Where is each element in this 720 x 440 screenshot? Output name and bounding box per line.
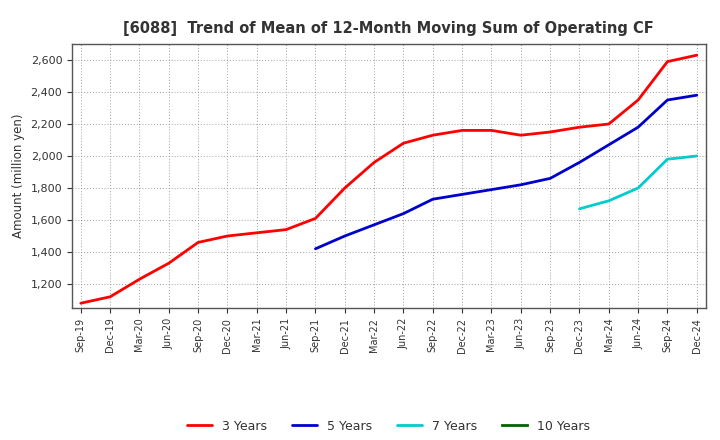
3 Years xyxy=(135,277,144,282)
3 Years xyxy=(341,185,349,191)
3 Years xyxy=(194,240,202,245)
3 Years xyxy=(634,97,642,103)
3 Years xyxy=(106,294,114,300)
5 Years xyxy=(311,246,320,251)
7 Years xyxy=(663,157,672,162)
5 Years xyxy=(605,142,613,147)
3 Years xyxy=(282,227,290,232)
5 Years xyxy=(399,211,408,216)
3 Years xyxy=(76,301,85,306)
3 Years xyxy=(693,52,701,58)
3 Years xyxy=(516,132,525,138)
3 Years xyxy=(253,230,261,235)
3 Years xyxy=(487,128,496,133)
7 Years xyxy=(575,206,584,212)
5 Years xyxy=(428,197,437,202)
Line: 7 Years: 7 Years xyxy=(580,156,697,209)
3 Years xyxy=(663,59,672,64)
Line: 3 Years: 3 Years xyxy=(81,55,697,303)
7 Years xyxy=(605,198,613,203)
3 Years xyxy=(370,160,379,165)
5 Years xyxy=(634,125,642,130)
3 Years xyxy=(546,129,554,135)
3 Years xyxy=(428,132,437,138)
3 Years xyxy=(575,125,584,130)
Legend: 3 Years, 5 Years, 7 Years, 10 Years: 3 Years, 5 Years, 7 Years, 10 Years xyxy=(182,414,595,437)
5 Years xyxy=(516,182,525,187)
5 Years xyxy=(575,160,584,165)
Y-axis label: Amount (million yen): Amount (million yen) xyxy=(12,114,25,238)
7 Years xyxy=(693,154,701,159)
3 Years xyxy=(399,140,408,146)
5 Years xyxy=(458,192,467,197)
3 Years xyxy=(458,128,467,133)
5 Years xyxy=(370,222,379,227)
3 Years xyxy=(605,121,613,127)
7 Years xyxy=(634,185,642,191)
5 Years xyxy=(663,97,672,103)
5 Years xyxy=(546,176,554,181)
5 Years xyxy=(693,92,701,98)
5 Years xyxy=(341,233,349,238)
Line: 5 Years: 5 Years xyxy=(315,95,697,249)
3 Years xyxy=(223,233,232,238)
3 Years xyxy=(311,216,320,221)
3 Years xyxy=(164,260,173,266)
5 Years xyxy=(487,187,496,192)
Title: [6088]  Trend of Mean of 12-Month Moving Sum of Operating CF: [6088] Trend of Mean of 12-Month Moving … xyxy=(123,21,654,36)
